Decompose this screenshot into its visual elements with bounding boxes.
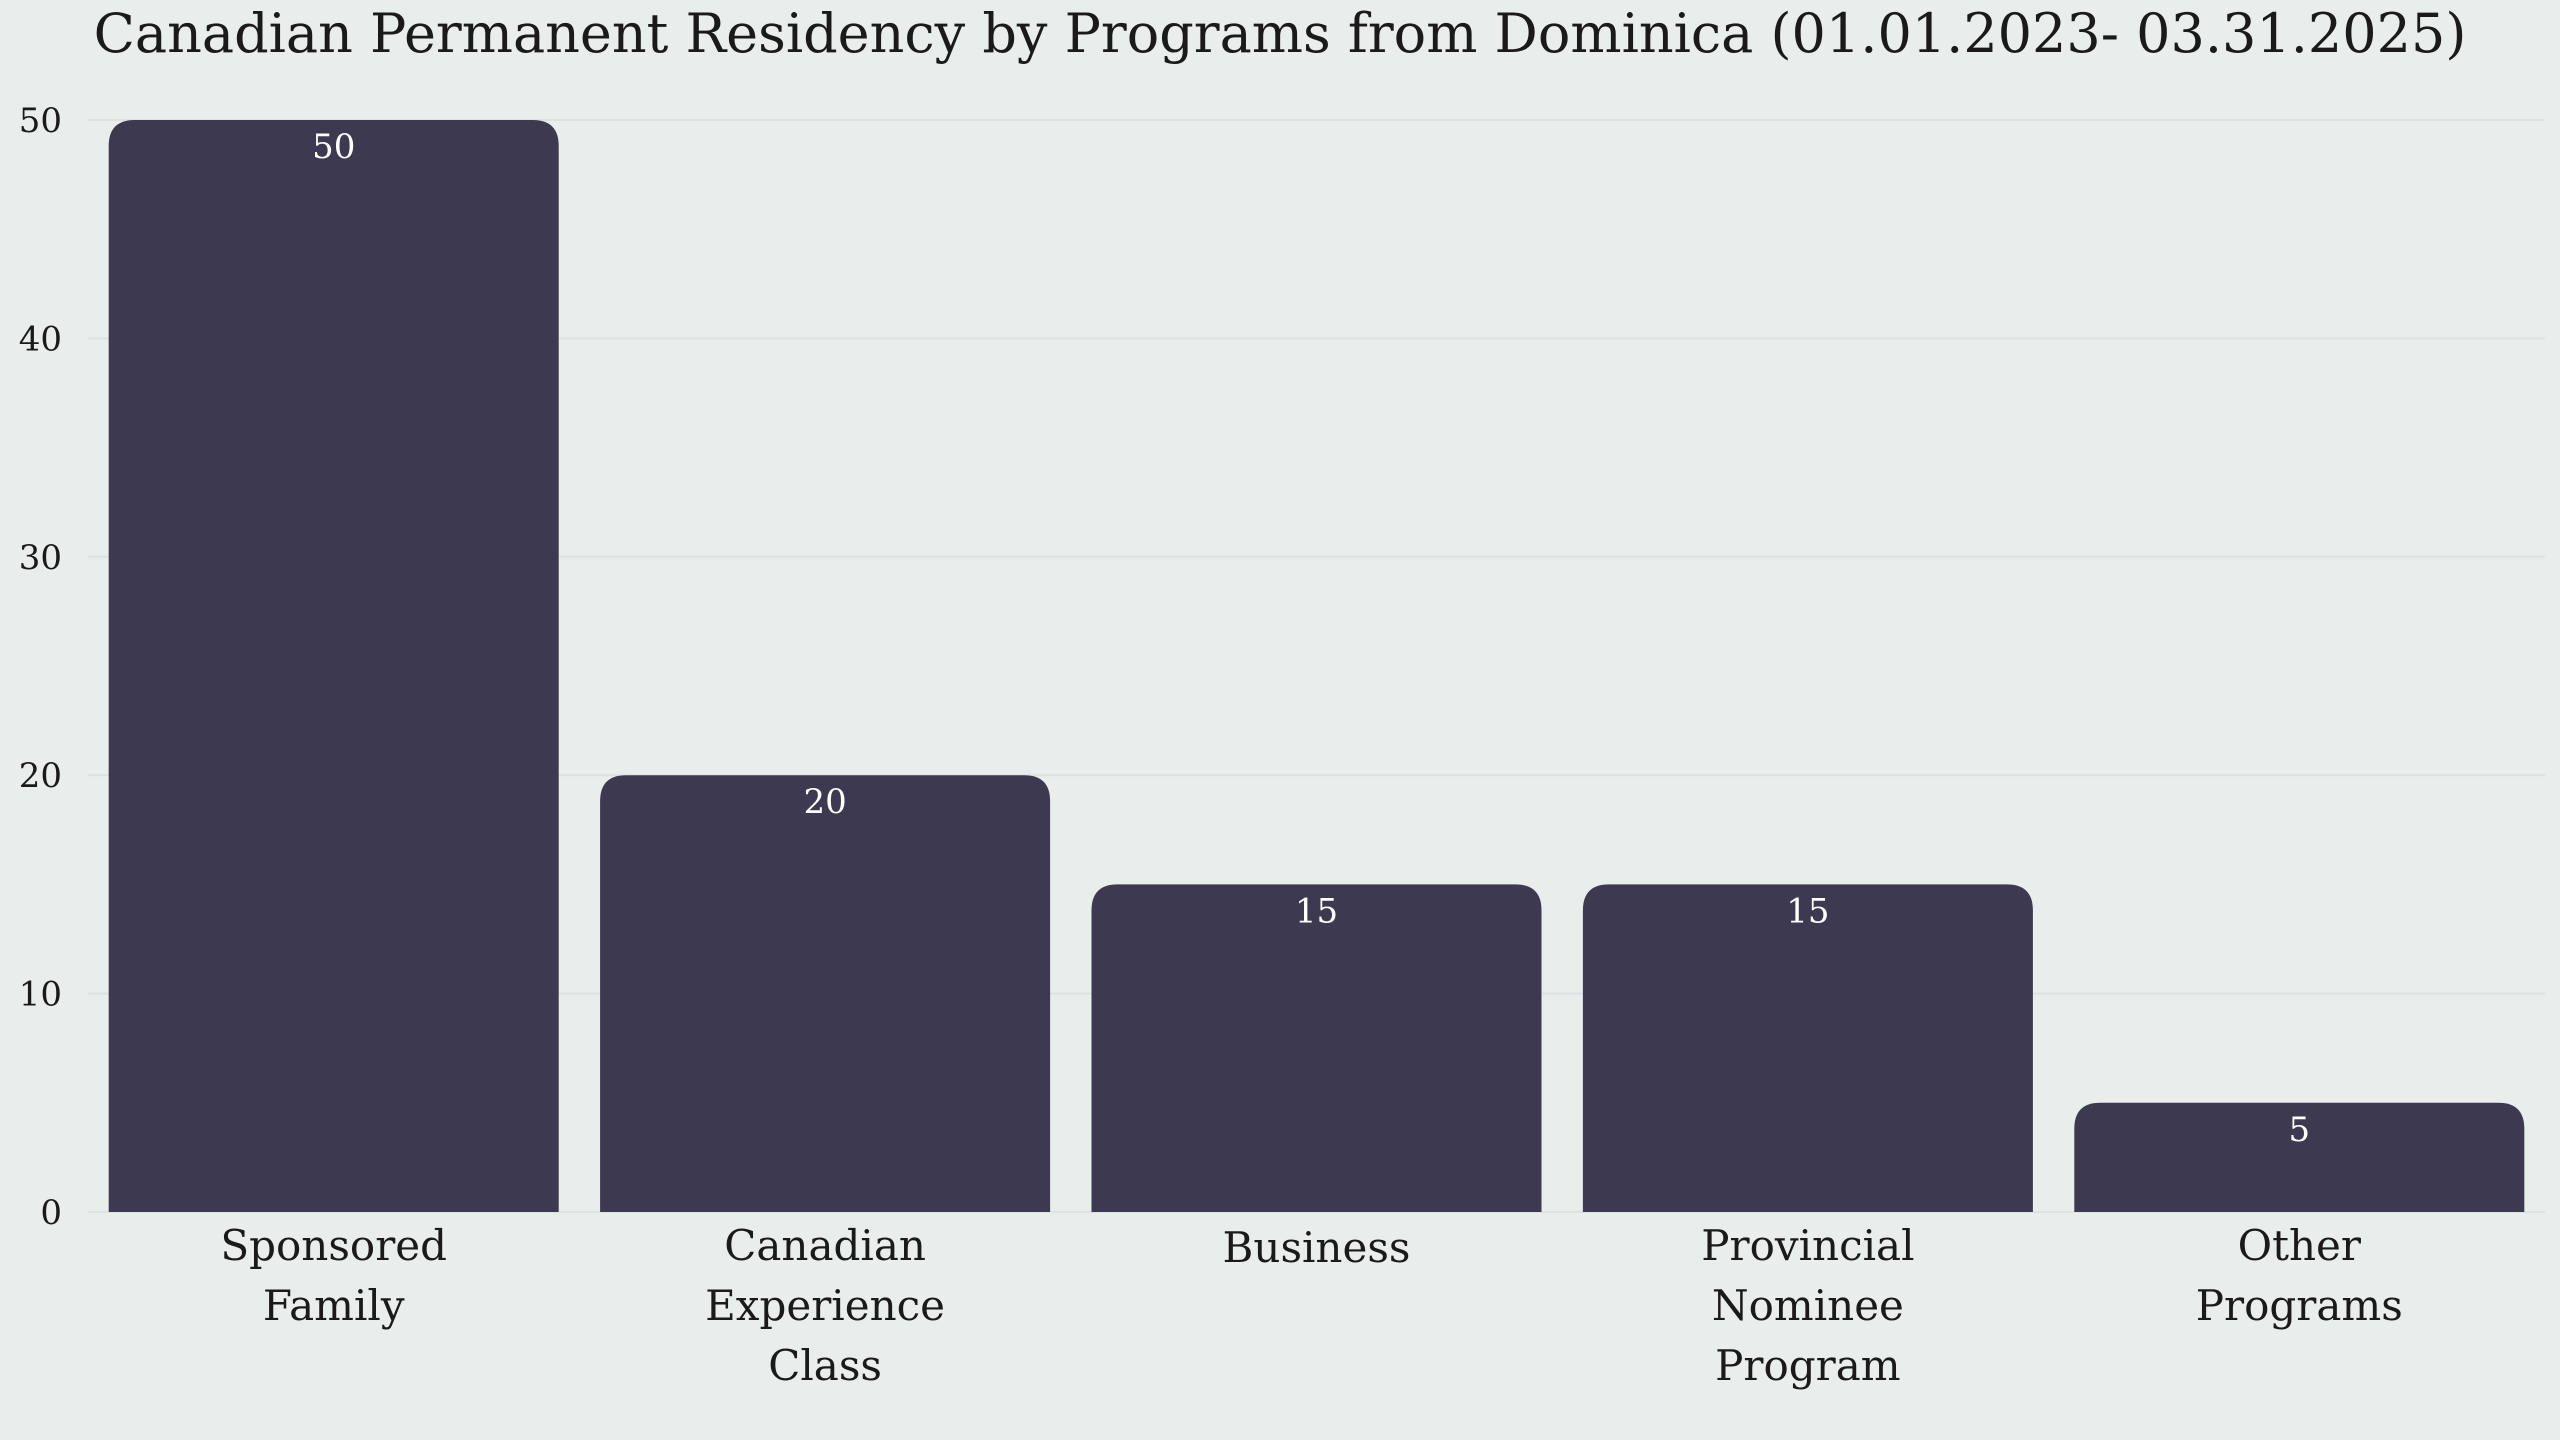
y-tick-label: 20 <box>19 756 62 796</box>
y-tick-label: 10 <box>19 975 62 1015</box>
y-tick-label: 50 <box>19 101 62 141</box>
bar-value-label: 15 <box>1295 891 1338 931</box>
x-tick-label-line: Family <box>263 1281 405 1330</box>
x-tick-label-line: Nominee <box>1712 1281 1904 1330</box>
x-tick-label: Sponsored Family <box>220 1221 447 1330</box>
bar-value-label: 50 <box>312 127 355 167</box>
x-tick-label-line: Program <box>1715 1341 1900 1390</box>
y-tick-label: 30 <box>19 538 62 578</box>
x-tick-label-line: Other <box>2238 1221 2362 1270</box>
y-tick-label: 40 <box>19 319 62 359</box>
bar-value-label: 5 <box>2288 1110 2310 1150</box>
x-tick-label-line: Sponsored <box>220 1221 447 1270</box>
x-tick-label-line: Programs <box>2196 1281 2403 1330</box>
x-tick-label-line: Canadian <box>724 1221 926 1270</box>
y-axis: 0 10 20 30 40 50 <box>19 101 62 1233</box>
x-tick-label: Business <box>1223 1223 1411 1272</box>
chart-title: Canadian Permanent Residency by Programs… <box>94 2 2467 65</box>
x-tick-label-line: Experience <box>705 1281 945 1330</box>
bar <box>1091 884 1542 1212</box>
bar <box>600 775 1051 1212</box>
x-tick-label-line: Provincial <box>1701 1221 1914 1270</box>
bar <box>108 120 559 1212</box>
data-labels: 50 20 15 15 5 <box>312 127 2310 1150</box>
bar-value-label: 15 <box>1786 891 1829 931</box>
x-tick-label-line: Business <box>1223 1223 1411 1272</box>
x-axis: Sponsored Family Canadian Experience Class Bu… <box>220 1221 2402 1390</box>
x-tick-label: Other Programs <box>2196 1221 2403 1330</box>
bar <box>2074 1102 2525 1212</box>
bars <box>108 120 2525 1212</box>
y-tick-label: 0 <box>40 1193 62 1233</box>
x-tick-label: Provincial Nominee Program <box>1701 1221 1914 1390</box>
bar <box>1582 884 2033 1212</box>
bar-value-label: 20 <box>803 782 846 822</box>
x-tick-label-line: Class <box>768 1341 882 1390</box>
x-tick-label: Canadian Experience Class <box>705 1221 945 1390</box>
